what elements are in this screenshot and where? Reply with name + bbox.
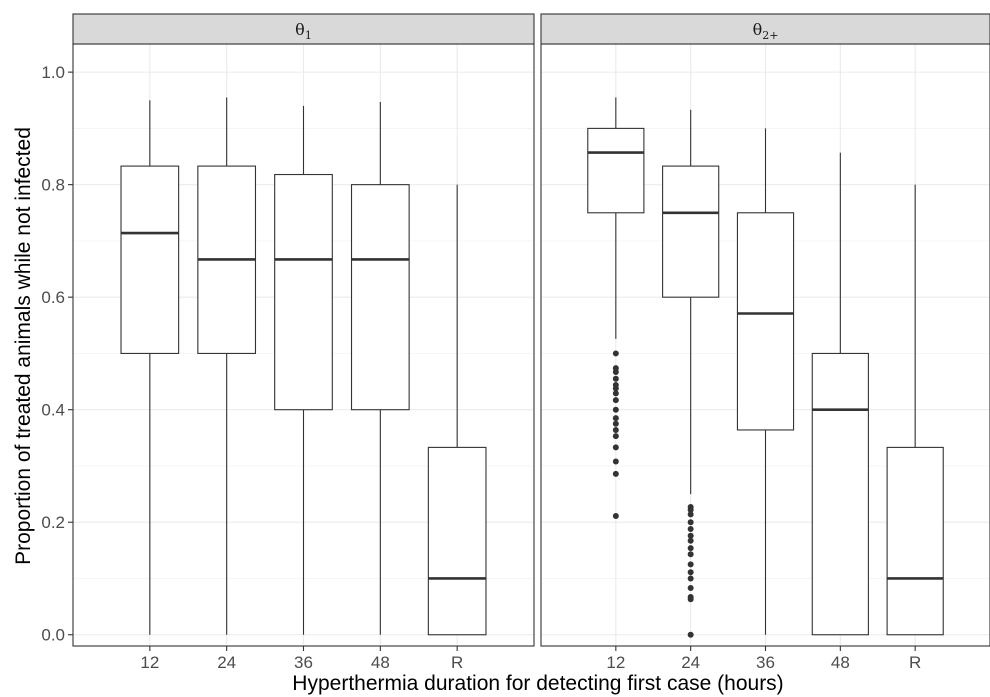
y-tick-label: 0.2	[41, 513, 65, 532]
x-tick-label: 48	[371, 653, 390, 672]
outlier-point	[687, 532, 694, 539]
box-24	[197, 97, 257, 635]
x-tick-label: 12	[140, 653, 159, 672]
box-48	[350, 101, 410, 635]
outlier-point	[687, 511, 694, 518]
x-tick-label: 12	[606, 653, 625, 672]
outlier-point	[612, 458, 619, 465]
outlier-point	[687, 596, 694, 603]
y-tick-label: 1.0	[41, 63, 65, 82]
x-tick-label: 24	[217, 653, 236, 672]
x-tick-label: 36	[756, 653, 775, 672]
outlier-point	[612, 513, 619, 520]
y-tick-label: 0.4	[41, 401, 65, 420]
box-body	[662, 165, 720, 298]
outlier-point	[687, 631, 694, 638]
box-48	[811, 152, 869, 636]
outlier-point	[687, 569, 694, 576]
outlier-point	[612, 426, 619, 433]
box-body	[274, 173, 333, 411]
outlier-point	[687, 551, 694, 558]
outlier-point	[612, 406, 619, 413]
panels-layer: θ1 θ2+	[72, 13, 990, 647]
strip-background	[72, 13, 535, 45]
outlier-point	[687, 561, 694, 568]
box-body	[350, 184, 410, 411]
box-R	[427, 184, 487, 636]
box-36	[736, 128, 795, 635]
box-36	[274, 105, 333, 635]
outlier-point	[687, 585, 694, 592]
y-axis: 0.0 0.2 0.4 0.6 0.8 1.0	[41, 63, 73, 645]
box-12	[587, 97, 645, 520]
outlier-point	[687, 525, 694, 532]
strip-background	[540, 13, 990, 45]
outlier-point	[687, 545, 694, 552]
y-tick-label: 0.6	[41, 288, 65, 307]
outlier-point	[612, 385, 619, 392]
y-axis-title: Proportion of treated animals while not …	[12, 127, 35, 565]
x-tick-label: 48	[831, 653, 850, 672]
y-tick-label: 0.8	[41, 176, 65, 195]
x-tick-label: R	[909, 653, 921, 672]
outlier-point	[687, 519, 694, 526]
outlier-point	[612, 444, 619, 451]
outlier-point	[612, 350, 619, 357]
box-body	[886, 446, 944, 636]
outlier-point	[612, 390, 619, 397]
x-axis: 12 24 36 48 R 12 24 36 48 R	[140, 646, 921, 672]
panel-1: θ1	[72, 13, 535, 647]
box-R	[886, 184, 944, 636]
outlier-point	[612, 470, 619, 477]
outlier-point	[612, 433, 619, 440]
outlier-point	[687, 506, 694, 513]
box-body	[120, 165, 180, 354]
box-body	[587, 127, 645, 214]
outlier-point	[687, 575, 694, 582]
outlier-point	[612, 369, 619, 376]
y-tick-label: 0.0	[41, 626, 65, 645]
outlier-point	[687, 537, 694, 544]
box-body	[736, 212, 795, 431]
outlier-point	[612, 415, 619, 422]
box-body	[427, 446, 487, 636]
outlier-point	[612, 420, 619, 427]
x-tick-label: 36	[294, 653, 313, 672]
strip-label: θ1	[295, 20, 312, 42]
x-tick-label: 24	[681, 653, 700, 672]
box-body	[811, 352, 869, 636]
x-axis-title: Hyperthermia duration for detecting firs…	[292, 672, 783, 695]
outlier-point	[612, 397, 619, 404]
outlier-point	[612, 375, 619, 382]
box-12	[120, 100, 180, 635]
box-24	[662, 109, 720, 638]
strip-label: θ2+	[753, 20, 779, 42]
x-tick-label: R	[451, 653, 463, 672]
panel-2: θ2+	[540, 13, 990, 647]
